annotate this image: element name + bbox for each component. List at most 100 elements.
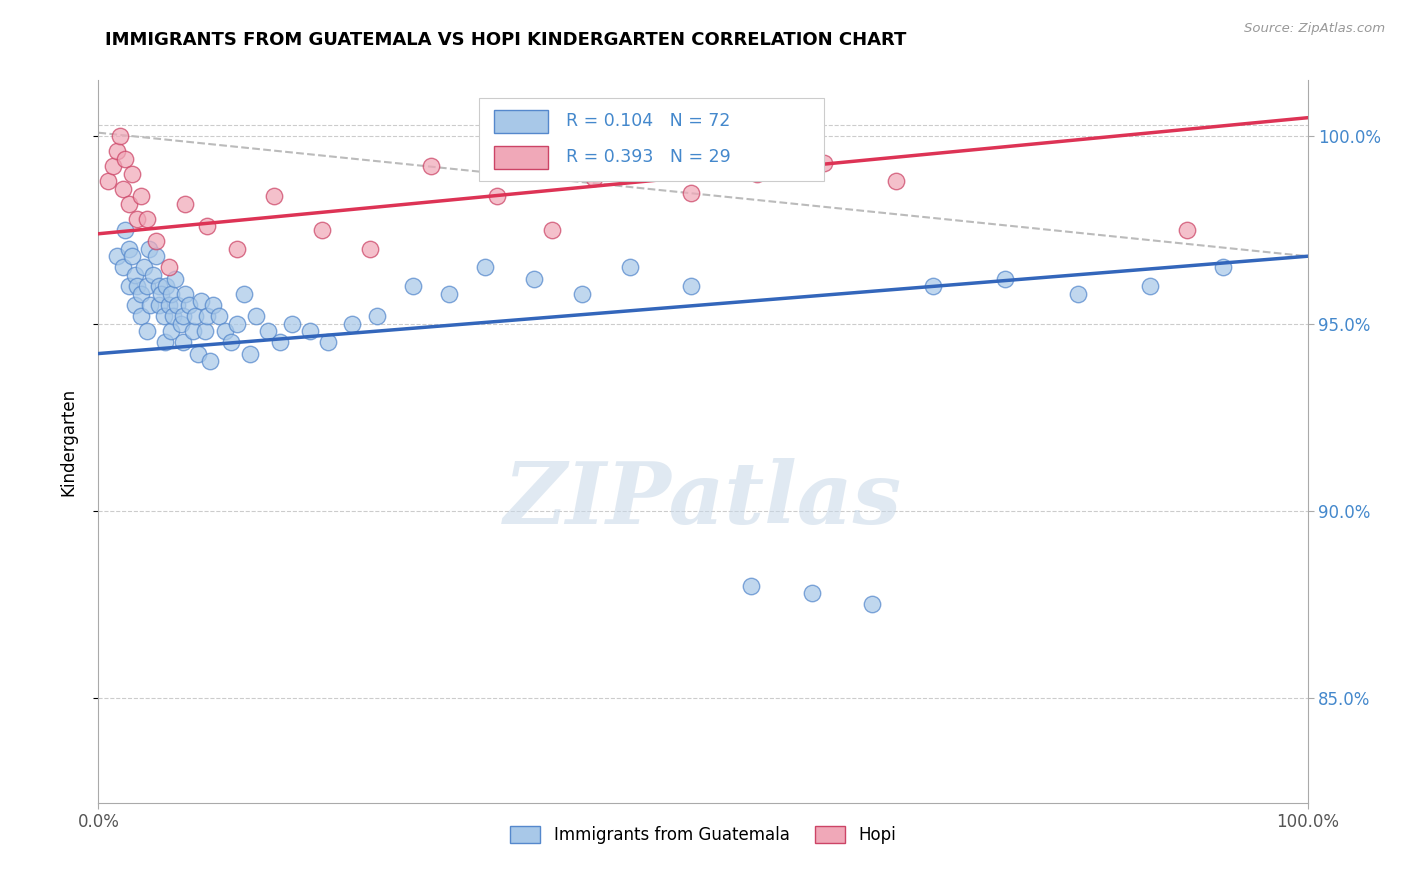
- Text: IMMIGRANTS FROM GUATEMALA VS HOPI KINDERGARTEN CORRELATION CHART: IMMIGRANTS FROM GUATEMALA VS HOPI KINDER…: [105, 31, 907, 49]
- Point: [813, 155, 835, 169]
- Text: R = 0.104   N = 72: R = 0.104 N = 72: [567, 112, 731, 129]
- Point: [679, 279, 702, 293]
- Point: [129, 286, 152, 301]
- Point: [124, 298, 146, 312]
- Point: [232, 286, 254, 301]
- Point: [437, 286, 460, 301]
- Point: [138, 242, 160, 256]
- Point: [860, 598, 883, 612]
- Point: [145, 249, 167, 263]
- Point: [124, 268, 146, 282]
- Point: [360, 242, 382, 256]
- Point: [226, 242, 249, 256]
- Point: [157, 260, 180, 275]
- Point: [221, 335, 243, 350]
- Point: [420, 160, 443, 174]
- Point: [121, 249, 143, 263]
- Point: [571, 286, 593, 301]
- Point: [747, 167, 769, 181]
- Point: [187, 346, 209, 360]
- Text: Source: ZipAtlas.com: Source: ZipAtlas.com: [1244, 22, 1385, 36]
- Point: [239, 346, 262, 360]
- Point: [174, 196, 197, 211]
- Point: [800, 586, 823, 600]
- Point: [195, 309, 218, 323]
- Point: [101, 160, 124, 174]
- Point: [342, 317, 364, 331]
- Point: [148, 279, 170, 293]
- Point: [679, 186, 702, 200]
- Point: [135, 211, 157, 226]
- Point: [184, 309, 207, 323]
- Point: [402, 279, 425, 293]
- Point: [226, 317, 249, 331]
- Point: [166, 298, 188, 312]
- Point: [172, 309, 194, 323]
- Point: [256, 324, 278, 338]
- Legend: Immigrants from Guatemala, Hopi: Immigrants from Guatemala, Hopi: [502, 817, 904, 852]
- Y-axis label: Kindergarten: Kindergarten: [59, 387, 77, 496]
- Point: [281, 317, 304, 331]
- Point: [111, 260, 134, 275]
- Point: [163, 271, 186, 285]
- Point: [523, 271, 546, 285]
- Point: [198, 354, 221, 368]
- Point: [142, 268, 165, 282]
- Point: [1212, 260, 1234, 275]
- Point: [366, 309, 388, 323]
- Point: [195, 219, 218, 234]
- Point: [190, 294, 212, 309]
- Point: [129, 189, 152, 203]
- Point: [134, 260, 156, 275]
- Point: [583, 170, 606, 185]
- Point: [118, 196, 141, 211]
- Point: [105, 145, 128, 159]
- Point: [474, 260, 496, 275]
- Point: [174, 286, 197, 301]
- Point: [114, 152, 136, 166]
- FancyBboxPatch shape: [479, 98, 824, 181]
- Point: [155, 279, 177, 293]
- Point: [269, 335, 291, 350]
- Bar: [494, 110, 548, 133]
- Point: [160, 286, 183, 301]
- Point: [169, 317, 191, 331]
- Point: [153, 335, 176, 350]
- Point: [886, 174, 908, 188]
- Point: [135, 324, 157, 338]
- Text: ZIPatlas: ZIPatlas: [503, 458, 903, 541]
- Point: [118, 279, 141, 293]
- Point: [172, 335, 194, 350]
- Point: [921, 279, 943, 293]
- Point: [111, 182, 134, 196]
- Point: [179, 298, 201, 312]
- Bar: [494, 146, 548, 169]
- Point: [316, 335, 339, 350]
- Point: [263, 189, 285, 203]
- Point: [1139, 279, 1161, 293]
- Point: [105, 249, 128, 263]
- Point: [486, 189, 509, 203]
- Point: [1067, 286, 1090, 301]
- Point: [129, 309, 152, 323]
- Point: [162, 309, 184, 323]
- Text: R = 0.393   N = 29: R = 0.393 N = 29: [567, 148, 731, 166]
- Point: [194, 324, 217, 338]
- Point: [1175, 223, 1198, 237]
- Point: [214, 324, 236, 338]
- Point: [245, 309, 267, 323]
- Point: [127, 279, 149, 293]
- Point: [994, 271, 1017, 285]
- Point: [114, 223, 136, 237]
- Point: [118, 242, 141, 256]
- Point: [157, 298, 180, 312]
- Point: [148, 298, 170, 312]
- Point: [135, 279, 157, 293]
- Point: [121, 167, 143, 181]
- Point: [208, 309, 231, 323]
- Point: [160, 324, 183, 338]
- Point: [97, 174, 120, 188]
- Point: [139, 298, 162, 312]
- Point: [619, 260, 641, 275]
- Point: [311, 223, 333, 237]
